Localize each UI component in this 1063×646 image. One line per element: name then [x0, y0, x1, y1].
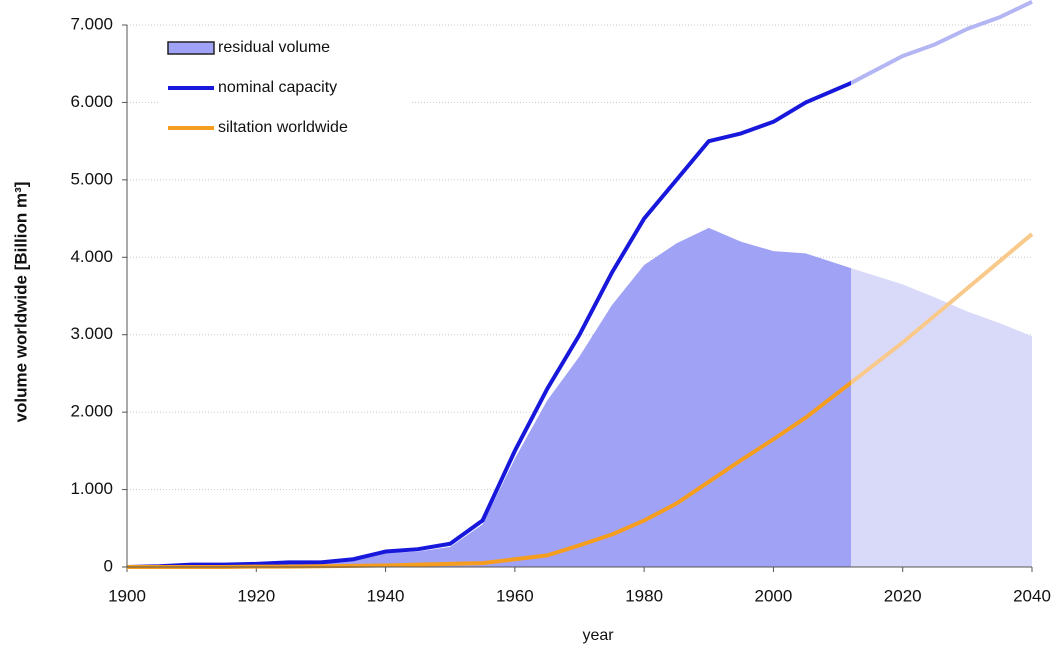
x-tick-label: 1900	[108, 586, 146, 605]
x-axis-label: year	[582, 627, 614, 644]
y-axis-label: volume worldwide [Billion m³]	[11, 182, 30, 423]
y-tick-label: 6.000	[70, 92, 113, 111]
x-tick-label: 2020	[884, 586, 922, 605]
x-tick-label: 1920	[237, 586, 275, 605]
x-tick-label: 1980	[625, 586, 663, 605]
x-tick-label: 2000	[755, 586, 793, 605]
legend-label: nominal capacity	[218, 79, 337, 96]
x-tick-label: 1960	[496, 586, 534, 605]
legend-swatch	[167, 41, 215, 55]
legend-label: residual volume	[218, 39, 330, 56]
y-tick-label: 3.000	[70, 324, 113, 343]
y-tick-label: 4.000	[70, 247, 113, 266]
x-tick-label: 1940	[367, 586, 405, 605]
y-tick-label: 5.000	[70, 169, 113, 188]
y-tick-label: 0	[104, 556, 113, 575]
y-tick-label: 2.000	[70, 402, 113, 421]
line	[126, 0, 1033, 569]
area	[127, 227, 1032, 567]
y-tick-label: 1.000	[70, 479, 113, 498]
x-tick-label: 2040	[1013, 586, 1051, 605]
y-tick-label: 7.000	[70, 14, 113, 33]
legend-label: siltation worldwide	[218, 119, 348, 136]
